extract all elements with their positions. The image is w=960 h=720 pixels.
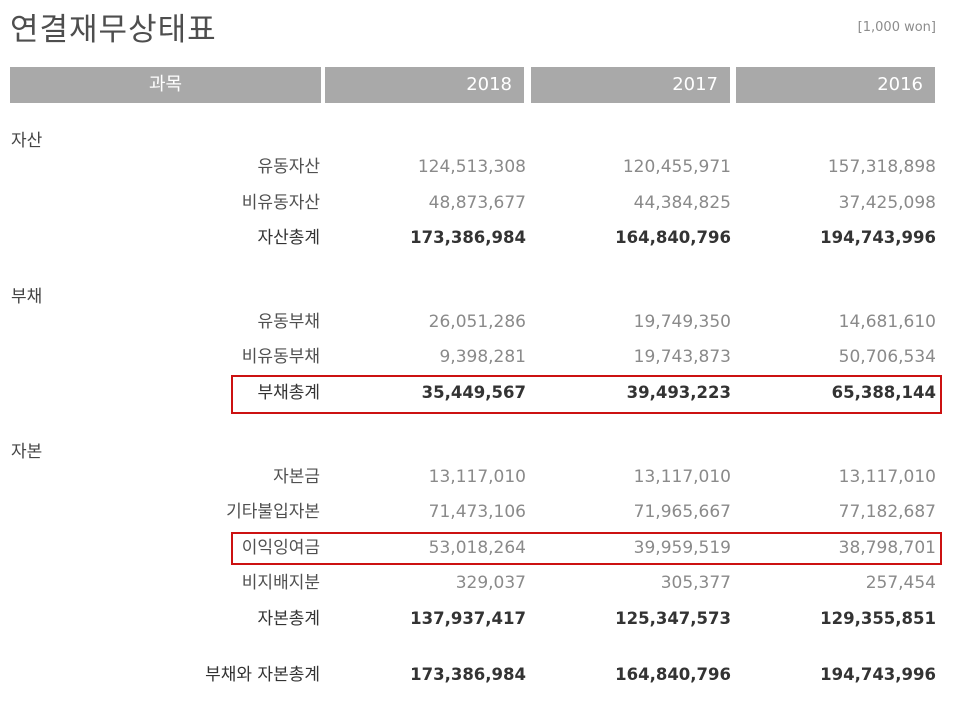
value-2018: 124,513,308 (417, 157, 526, 177)
header-year-2018: 2018 (325, 67, 524, 103)
table-row-total: 부채총계 35,449,567 39,493,223 65,388,144 (0, 378, 960, 408)
table-row: 기타불입자본 71,473,106 71,965,667 77,182,687 (0, 497, 960, 527)
value-2018: 9,398,281 (439, 347, 526, 367)
section-assets: 자산 (11, 131, 43, 151)
value-2017: 39,493,223 (626, 383, 731, 402)
value-2017: 13,117,010 (633, 467, 731, 487)
row-label: 비지배지분 (241, 573, 320, 593)
row-label: 자본총계 (257, 609, 320, 629)
value-2016: 157,318,898 (827, 157, 936, 177)
value-2018: 137,937,417 (410, 609, 526, 628)
value-2017: 39,959,519 (633, 538, 731, 558)
highlight-box-retained-earnings (231, 532, 942, 565)
value-2016: 77,182,687 (838, 502, 936, 522)
row-label: 비유동부채 (241, 347, 320, 367)
value-2016: 37,425,098 (838, 193, 936, 213)
row-label: 부채와 자본총계 (205, 665, 320, 685)
row-label: 유동자산 (257, 157, 320, 177)
value-2017: 164,840,796 (615, 665, 731, 684)
value-2016: 50,706,534 (838, 347, 936, 367)
row-label: 이익잉여금 (241, 538, 320, 558)
value-2017: 125,347,573 (615, 609, 731, 628)
value-2016: 194,743,996 (820, 228, 936, 247)
section-equity: 자본 (11, 442, 43, 462)
value-2017: 120,455,971 (622, 157, 731, 177)
row-label: 부채총계 (257, 383, 320, 403)
section-liabilities: 부채 (11, 287, 43, 307)
table-header: 과목 2018 2017 2016 (10, 67, 941, 103)
value-2018: 173,386,984 (410, 228, 526, 247)
value-2017: 44,384,825 (633, 193, 731, 213)
row-label: 자산총계 (257, 228, 320, 248)
highlight-box-liabilities-total (231, 375, 942, 414)
table-row: 자본금 13,117,010 13,117,010 13,117,010 (0, 462, 960, 492)
table-row: 이익잉여금 53,018,264 39,959,519 38,798,701 (0, 533, 960, 563)
value-2017: 19,749,350 (633, 312, 731, 332)
value-2016: 14,681,610 (838, 312, 936, 332)
table-row: 유동부채 26,051,286 19,749,350 14,681,610 (0, 307, 960, 337)
value-2018: 35,449,567 (421, 383, 526, 402)
header-year-2017: 2017 (531, 67, 730, 103)
table-row-total: 자본총계 137,937,417 125,347,573 129,355,851 (0, 604, 960, 634)
value-2017: 71,965,667 (633, 502, 731, 522)
value-2016: 65,388,144 (831, 383, 936, 402)
row-label: 기타불입자본 (226, 502, 320, 522)
value-2016: 38,798,701 (838, 538, 936, 558)
value-2016: 13,117,010 (838, 467, 936, 487)
header-year-2016: 2016 (736, 67, 935, 103)
value-2016: 129,355,851 (820, 609, 936, 628)
table-row: 비유동부채 9,398,281 19,743,873 50,706,534 (0, 342, 960, 372)
table-row: 비유동자산 48,873,677 44,384,825 37,425,098 (0, 188, 960, 218)
table-row: 비지배지분 329,037 305,377 257,454 (0, 568, 960, 598)
value-2017: 164,840,796 (615, 228, 731, 247)
page-title: 연결재무상태표 (10, 12, 217, 48)
table-row-grand-total: 부채와 자본총계 173,386,984 164,840,796 194,743… (0, 660, 960, 690)
value-2018: 173,386,984 (410, 665, 526, 684)
table-row: 유동자산 124,513,308 120,455,971 157,318,898 (0, 152, 960, 182)
table-row-total: 자산총계 173,386,984 164,840,796 194,743,996 (0, 223, 960, 253)
row-label: 자본금 (273, 467, 320, 487)
value-2018: 48,873,677 (428, 193, 526, 213)
row-label: 비유동자산 (241, 193, 320, 213)
value-2016: 257,454 (865, 573, 936, 593)
value-2018: 329,037 (455, 573, 526, 593)
value-2016: 194,743,996 (820, 665, 936, 684)
unit-label: [1,000 won] (857, 20, 936, 35)
value-2018: 26,051,286 (428, 312, 526, 332)
value-2018: 71,473,106 (428, 502, 526, 522)
value-2017: 19,743,873 (633, 347, 731, 367)
header-subject: 과목 (10, 67, 321, 103)
value-2018: 53,018,264 (428, 538, 526, 558)
value-2017: 305,377 (660, 573, 731, 593)
value-2018: 13,117,010 (428, 467, 526, 487)
row-label: 유동부채 (257, 312, 320, 332)
